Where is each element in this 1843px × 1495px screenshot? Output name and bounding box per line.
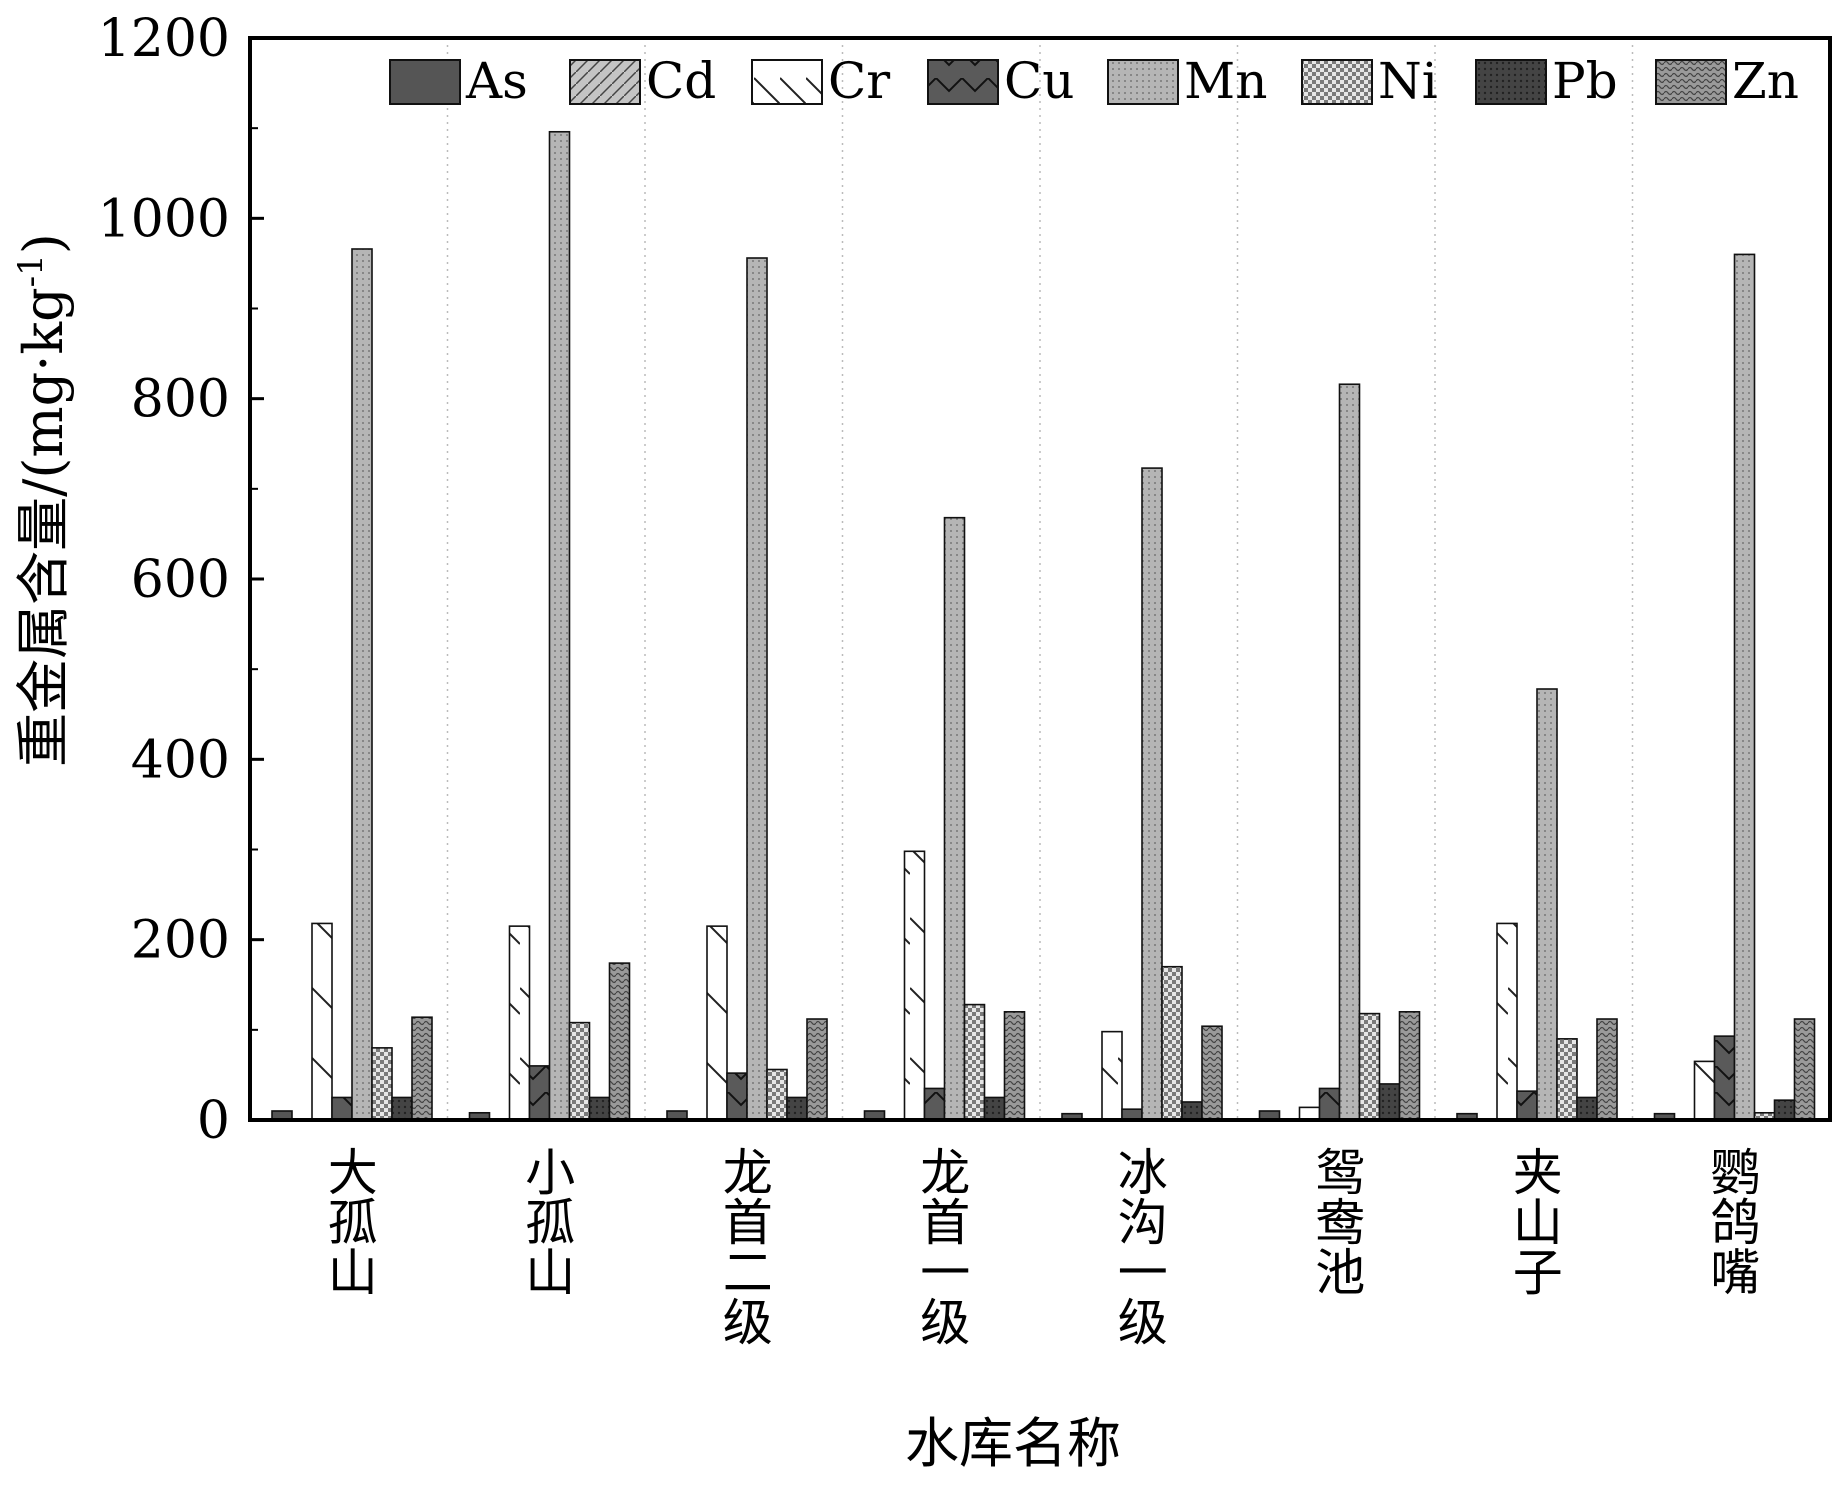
legend: As Cd Cr Cu Mn Ni Pb Zn (389, 52, 1799, 110)
x-axis-title: 水库名称 (905, 1412, 1121, 1475)
bar-zn (1201, 1025, 1223, 1121)
y-tick-label: 400 (131, 730, 230, 790)
bar-mn (548, 130, 571, 1121)
legend-label-as: As (465, 52, 528, 110)
y-axis-title: 重金属含量/(mg·kg-1) (11, 233, 75, 767)
bar-mn (1536, 688, 1558, 1121)
y-tick-label: 600 (131, 550, 230, 610)
legend-swatch-zn (1655, 59, 1727, 105)
y-tick-label: 1000 (98, 189, 230, 249)
bar-pb (983, 1096, 1006, 1121)
bar-mn (746, 257, 768, 1121)
bar-zn (608, 962, 631, 1121)
bar-ni (1358, 1012, 1381, 1121)
bar-mn (943, 516, 966, 1121)
bar-cu (528, 1065, 551, 1121)
bar-cu (1318, 1087, 1341, 1121)
bar-mn (1338, 383, 1361, 1121)
bar-ni (568, 1021, 591, 1121)
legend-swatch-pb (1475, 59, 1547, 105)
legend-label-cr: Cr (828, 52, 890, 110)
bar-zn (1793, 1018, 1816, 1121)
x-tick-label: 鸳鸯池 (1307, 1146, 1365, 1296)
bars-layer (271, 130, 1816, 1121)
y-tick-label: 800 (131, 370, 230, 430)
bar-cr (508, 925, 531, 1121)
legend-label-pb: Pb (1552, 52, 1618, 110)
bar-cu (923, 1087, 946, 1121)
bar-pb (588, 1096, 611, 1121)
bar-pb (1181, 1101, 1203, 1121)
legend-swatch-cd (569, 59, 641, 105)
legend-swatch-cr (751, 59, 823, 105)
bar-ni (1556, 1038, 1578, 1121)
y-axis-title-close: ) (12, 233, 75, 254)
x-tick-label: 龙首二级 (715, 1146, 773, 1346)
bar-cr (706, 925, 728, 1121)
x-tick-label: 龙首一级 (912, 1146, 970, 1346)
axis-layer: 0 200 400 600 800 1000 1200 大孤山 小孤山 龙首二级 龙首一级 冰沟一级 鸳… (98, 9, 1832, 1346)
bar-cr (1693, 1060, 1716, 1121)
bar-cu (1516, 1090, 1538, 1121)
bar-mn (1733, 253, 1756, 1121)
x-tick-label: 小孤山 (517, 1146, 575, 1296)
bar-cr (1496, 922, 1518, 1121)
legend-swatch-mn (1107, 59, 1179, 105)
bar-cr (1101, 1030, 1123, 1121)
legend-label-cu: Cu (1004, 52, 1074, 110)
legend-swatch-cu (927, 59, 999, 105)
bar-pb (1378, 1083, 1401, 1121)
bar-pb (1576, 1096, 1598, 1121)
bar-zn (1398, 1010, 1421, 1121)
bar-zn (1003, 1010, 1026, 1121)
y-axis-title-main: 重金属含量/(mg·kg (12, 287, 75, 767)
legend-label-mn: Mn (1184, 52, 1267, 110)
bar-pb (391, 1096, 413, 1121)
y-tick-label: 0 (197, 1091, 230, 1151)
bar-ni (963, 1003, 986, 1121)
legend-label-zn: Zn (1732, 52, 1799, 110)
bar-ni (766, 1068, 788, 1121)
x-tick-label: 冰沟一级 (1110, 1146, 1168, 1346)
y-tick-label: 200 (131, 911, 230, 971)
bar-cr (311, 922, 333, 1121)
bar-mn (1141, 467, 1163, 1121)
legend-label-cd: Cd (646, 52, 716, 110)
bar-mn (351, 248, 373, 1121)
x-tick-label: 大孤山 (320, 1146, 378, 1296)
legend-swatch-ni (1301, 59, 1373, 105)
bar-cr (903, 850, 926, 1121)
y-tick-label: 1200 (98, 9, 230, 69)
bar-pb (786, 1096, 808, 1121)
x-tick-label: 夹山子 (1505, 1146, 1563, 1296)
bar-ni (1161, 965, 1183, 1121)
bar-zn (411, 1016, 433, 1121)
x-tick-label: 鹦鸽嘴 (1702, 1146, 1760, 1296)
bar-cu (331, 1096, 353, 1121)
legend-swatch-as (389, 59, 461, 105)
bar-zn (806, 1018, 828, 1121)
bar-zn (1596, 1018, 1618, 1121)
bar-ni (371, 1047, 393, 1121)
legend-label-ni: Ni (1378, 52, 1438, 110)
bar-pb (1773, 1099, 1796, 1121)
y-axis-title-superscript: -1 (11, 254, 51, 287)
bar-cu (726, 1072, 748, 1121)
bar-cu (1713, 1035, 1736, 1121)
grid-layer (446, 38, 1634, 1120)
